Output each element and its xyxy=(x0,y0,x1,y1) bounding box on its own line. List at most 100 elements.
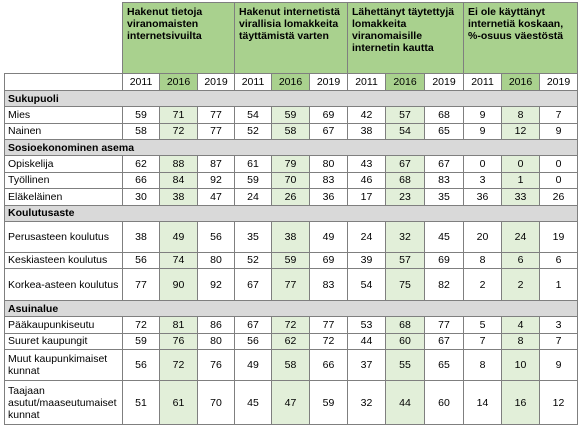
value-cell: 52 xyxy=(234,251,272,269)
row-label: Muut kaupunkimaiset kunnat xyxy=(4,349,123,381)
data-row: Opiskelija 62 88 87 61 79 80 43 67 67 0 0 0 xyxy=(4,155,578,173)
value-cell: 69 xyxy=(309,106,348,124)
data-row: Keskiasteen koulutus 56 74 80 52 59 69 39 57 69 8 6… xyxy=(4,251,578,269)
value-cell: 49 xyxy=(159,220,198,253)
value-cell: 38 xyxy=(122,220,160,253)
value-cell: 3 xyxy=(463,171,502,189)
section-title: Sosioekonominen asema xyxy=(4,139,578,156)
value-cell: 68 xyxy=(385,171,425,189)
value-cell: 81 xyxy=(159,316,198,334)
value-cell: 86 xyxy=(197,316,235,334)
value-cell: 45 xyxy=(234,380,272,425)
value-cell: 2 xyxy=(501,268,540,301)
data-row: Taajaan asutut/maaseutumaiset kunnat 51 61… xyxy=(4,380,578,425)
value-cell: 24 xyxy=(501,220,540,253)
value-cell: 49 xyxy=(309,220,348,253)
row-label: Mies xyxy=(4,106,123,124)
value-cell: 19 xyxy=(539,220,578,253)
value-cell: 77 xyxy=(424,316,464,334)
value-cell: 1 xyxy=(539,268,578,301)
year: 2011 xyxy=(122,73,160,91)
value-cell: 56 xyxy=(122,251,160,269)
value-cell: 36 xyxy=(309,188,348,206)
value-cell: 66 xyxy=(309,349,348,381)
value-cell: 30 xyxy=(122,188,160,206)
value-cell: 52 xyxy=(234,122,272,140)
value-cell: 55 xyxy=(385,349,425,381)
year: 2011 xyxy=(347,73,386,91)
value-cell: 47 xyxy=(197,188,235,206)
value-cell: 72 xyxy=(159,122,198,140)
value-cell: 43 xyxy=(347,155,386,173)
value-cell: 90 xyxy=(159,268,198,301)
value-cell: 53 xyxy=(347,316,386,334)
value-cell: 60 xyxy=(385,332,425,350)
group-header: Ei ole käyttänyt internetiä koskaan, %-o… xyxy=(463,2,578,74)
value-cell: 35 xyxy=(424,188,464,206)
data-row: Suuret kaupungit 59 76 80 56 62 72 44 60 67 7 8 7 xyxy=(4,332,578,350)
section-row: Sosioekonominen asema xyxy=(4,139,578,156)
value-cell: 83 xyxy=(309,171,348,189)
section-title: Koulutusaste xyxy=(4,204,578,222)
value-cell: 65 xyxy=(424,122,464,140)
value-cell: 12 xyxy=(539,380,578,425)
value-cell: 68 xyxy=(385,316,425,334)
data-row: Työllinen 66 84 92 59 70 83 46 68 83 3 1 0 xyxy=(4,171,578,189)
value-cell: 0 xyxy=(501,155,540,173)
value-cell: 49 xyxy=(234,349,272,381)
value-cell: 0 xyxy=(539,155,578,173)
value-cell: 7 xyxy=(539,106,578,124)
row-label: Perusasteen koulutus xyxy=(4,220,123,253)
value-cell: 66 xyxy=(122,171,160,189)
data-row: Muut kaupunkimaiset kunnat 56 72 76 49 58 66 37… xyxy=(4,349,578,381)
value-cell: 16 xyxy=(501,380,540,425)
value-cell: 3 xyxy=(539,316,578,334)
row-label: Keskiasteen koulutus xyxy=(4,251,123,269)
year: 2019 xyxy=(424,73,464,91)
value-cell: 24 xyxy=(234,188,272,206)
value-cell: 26 xyxy=(539,188,578,206)
value-cell: 76 xyxy=(159,332,198,350)
row-label: Suuret kaupungit xyxy=(4,332,123,350)
value-cell: 2 xyxy=(463,268,502,301)
value-cell: 92 xyxy=(197,171,235,189)
value-cell: 44 xyxy=(347,332,386,350)
value-cell: 54 xyxy=(385,122,425,140)
value-cell: 14 xyxy=(463,380,502,425)
row-label: Taajaan asutut/maaseutumaiset kunnat xyxy=(4,380,123,425)
value-cell: 8 xyxy=(463,251,502,269)
value-cell: 77 xyxy=(122,268,160,301)
value-cell: 62 xyxy=(271,332,310,350)
value-cell: 58 xyxy=(122,122,160,140)
value-cell: 88 xyxy=(159,155,198,173)
row-label: Pääkaupunkiseutu xyxy=(4,316,123,334)
value-cell: 59 xyxy=(234,171,272,189)
value-cell: 72 xyxy=(309,332,348,350)
group-header: Lähettänyt täytettyjä lomakkeita viranom… xyxy=(347,2,464,74)
statistics-table: Hakenut tietoja viranomaisten internetsi… xyxy=(4,2,578,425)
header-row: Hakenut tietoja viranomaisten internetsi… xyxy=(4,2,578,74)
corner xyxy=(4,2,123,74)
value-cell: 69 xyxy=(309,251,348,269)
value-cell: 87 xyxy=(197,155,235,173)
row-label: Korkea-asteen koulutus xyxy=(4,268,123,301)
value-cell: 57 xyxy=(385,251,425,269)
value-cell: 62 xyxy=(122,155,160,173)
value-cell: 80 xyxy=(197,332,235,350)
value-cell: 67 xyxy=(424,155,464,173)
value-cell: 80 xyxy=(309,155,348,173)
value-cell: 45 xyxy=(424,220,464,253)
value-cell: 67 xyxy=(309,122,348,140)
value-cell: 32 xyxy=(385,220,425,253)
value-cell: 56 xyxy=(197,220,235,253)
value-cell: 9 xyxy=(539,122,578,140)
value-cell: 38 xyxy=(271,220,310,253)
value-cell: 60 xyxy=(424,380,464,425)
value-cell: 67 xyxy=(385,155,425,173)
value-cell: 59 xyxy=(309,380,348,425)
value-cell: 56 xyxy=(234,332,272,350)
value-cell: 54 xyxy=(234,106,272,124)
value-cell: 67 xyxy=(424,332,464,350)
year: 2016 xyxy=(271,73,310,91)
